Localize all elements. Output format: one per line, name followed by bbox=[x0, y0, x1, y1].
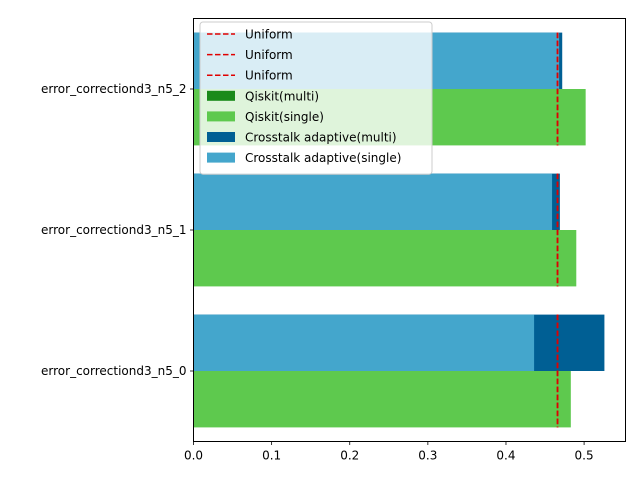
legend-label-qiskit-single--4: Qiskit(single) bbox=[245, 110, 324, 124]
legend-box bbox=[199, 21, 433, 175]
x-tick-label-5: 0.5 bbox=[575, 449, 594, 463]
y-tick-label-0: error_correctiond3_n5_0 bbox=[41, 364, 186, 378]
legend-label-crosstalk-adaptive-multi--5: Crosstalk adaptive(multi) bbox=[245, 131, 397, 145]
legend-label-qiskit-multi--3: Qiskit(multi) bbox=[245, 89, 319, 103]
bar-crosstalk-adaptive-single--0 bbox=[193, 314, 535, 371]
legend-label-uniform-2: Uniform bbox=[245, 69, 293, 83]
x-tick-label-4: 0.4 bbox=[496, 449, 515, 463]
x-tick-label-3: 0.3 bbox=[418, 449, 437, 463]
legend: Uniform Uniform Uniform Qiskit(multi) Qiskit… bbox=[199, 21, 433, 175]
y-axis: error_correctiond3_n5_0 error_correctiond… bbox=[41, 82, 194, 378]
legend-marker-crosstalk-adaptive-single- bbox=[207, 152, 235, 163]
y-tick-label-1: error_correctiond3_n5_1 bbox=[41, 223, 186, 237]
y-tick-label-2: error_correctiond3_n5_2 bbox=[41, 82, 186, 96]
legend-marker-qiskit-multi- bbox=[207, 90, 235, 101]
bar-qiskit-single--0 bbox=[193, 371, 571, 428]
legend-marker-crosstalk-adaptive-multi- bbox=[207, 132, 235, 142]
x-axis: 0.0 0.1 0.2 0.3 0.4 0.5 bbox=[184, 441, 594, 463]
legend-label-uniform-1: Uniform bbox=[245, 48, 293, 62]
x-tick-label-1: 0.1 bbox=[262, 449, 281, 463]
x-tick-label-2: 0.2 bbox=[340, 449, 359, 463]
legend-label-crosstalk-adaptive-single--6: Crosstalk adaptive(single) bbox=[245, 151, 401, 165]
bar-crosstalk-adaptive-single--1 bbox=[193, 173, 553, 230]
bar-qiskit-single--1 bbox=[193, 230, 577, 287]
legend-label-uniform-0: Uniform bbox=[245, 28, 293, 42]
legend-marker-qiskit-single- bbox=[207, 111, 235, 122]
x-tick-label-0: 0.0 bbox=[184, 449, 203, 463]
